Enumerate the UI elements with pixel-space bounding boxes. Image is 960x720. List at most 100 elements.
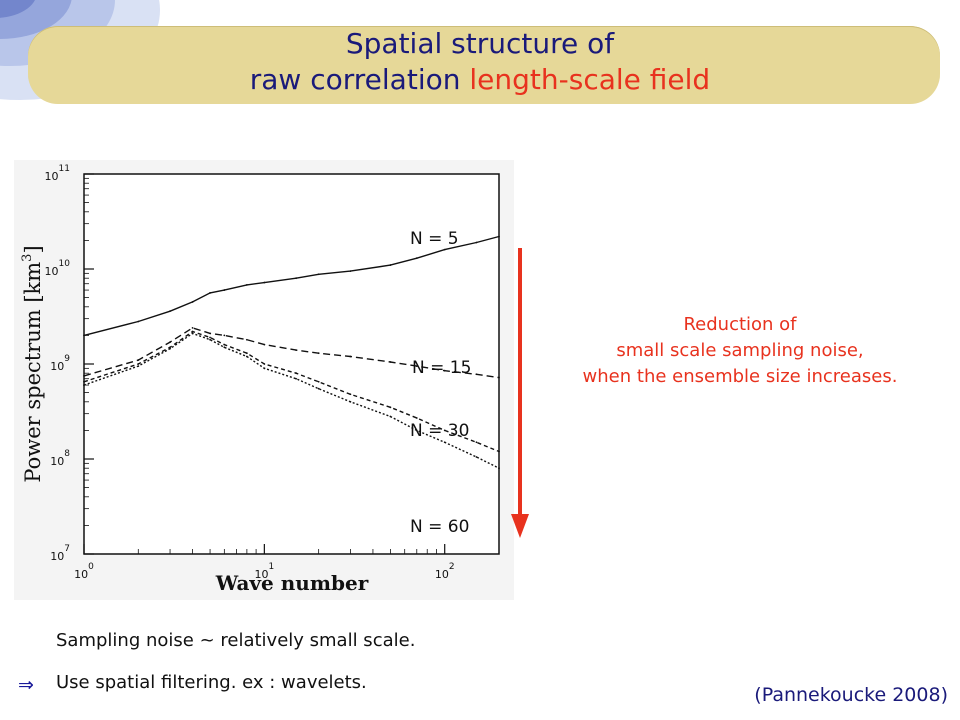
- series-label: N = 5: [410, 229, 459, 249]
- data-point: [263, 363, 266, 365]
- data-point: [209, 292, 211, 294]
- data-point: [317, 273, 320, 276]
- series-label: N = 60: [410, 517, 469, 537]
- y-tick-label: 109: [50, 354, 70, 373]
- data-point: [191, 326, 194, 329]
- y-tick-label: 107: [50, 544, 70, 563]
- annotation-line-2: small scale sampling noise,: [616, 340, 864, 361]
- data-point: [389, 406, 392, 409]
- data-point: [475, 456, 478, 458]
- implies-icon: ⇒: [18, 674, 34, 696]
- data-point: [415, 417, 418, 419]
- x-tick-label: 101: [254, 562, 274, 581]
- data-point: [223, 289, 226, 291]
- data-point: [295, 372, 298, 375]
- data-point: [169, 310, 171, 313]
- note-line-2: Use spatial filtering. ex : wavelets.: [56, 672, 367, 693]
- data-point: [389, 264, 392, 266]
- y-axis-label-exponent: 3: [20, 254, 35, 262]
- data-point: [317, 380, 320, 383]
- title-banner: [28, 26, 940, 104]
- y-tick-label: 108: [50, 449, 70, 468]
- data-point: [498, 467, 500, 470]
- data-point: [349, 393, 352, 396]
- data-point: [443, 248, 446, 251]
- data-point: [443, 441, 446, 444]
- data-point: [191, 332, 194, 335]
- series-label: N = 30: [410, 421, 469, 441]
- data-point: [223, 343, 226, 346]
- data-point: [245, 352, 248, 355]
- data-point: [209, 336, 211, 339]
- data-point: [191, 330, 194, 333]
- data-point: [169, 341, 171, 344]
- series-label: N = 15: [412, 358, 471, 378]
- data-point: [389, 415, 392, 418]
- title-line-2-accent: length-scale field: [469, 63, 711, 96]
- data-point: [209, 338, 211, 341]
- y-axis-label-close: ]: [21, 245, 45, 253]
- data-point: [295, 377, 298, 380]
- data-point: [295, 349, 298, 352]
- y-axis-label: Power spectrum [km3]: [20, 245, 45, 482]
- note-line-1: Sampling noise ~ relatively small scale.: [56, 630, 416, 651]
- data-point: [475, 441, 478, 444]
- series-line-n-60: [83, 332, 500, 469]
- noise-reduction-annotation: Reduction of small scale sampling noise,…: [520, 312, 960, 390]
- data-point: [295, 277, 298, 280]
- page-title: Spatial structure of raw correlation len…: [0, 26, 960, 98]
- data-point: [209, 332, 211, 335]
- y-axis-label-text: Power spectrum [km: [21, 262, 45, 483]
- ensemble-arrow: [511, 248, 529, 538]
- y-tick-label: 1010: [45, 259, 71, 278]
- data-point: [317, 387, 320, 390]
- data-point: [263, 343, 266, 346]
- data-point: [83, 334, 85, 337]
- data-point: [191, 301, 194, 303]
- power-spectrum-chart: 107 108 109 1010 1011 100 101 102 N = 5 N = 15 N…: [14, 160, 514, 600]
- data-point: [317, 352, 320, 355]
- data-point: [498, 235, 500, 238]
- data-point: [443, 369, 446, 372]
- data-point: [169, 346, 171, 349]
- data-point: [137, 359, 140, 361]
- data-point: [245, 284, 248, 286]
- title-line-2-plain: raw correlation: [249, 63, 470, 96]
- data-point: [83, 374, 85, 377]
- data-point: [415, 365, 418, 368]
- data-point: [223, 334, 226, 337]
- data-point: [389, 361, 392, 363]
- data-point: [349, 400, 352, 403]
- data-point: [498, 376, 500, 379]
- title-line-1: Spatial structure of: [345, 27, 615, 60]
- data-point: [169, 347, 171, 350]
- data-point: [223, 346, 226, 349]
- series-line-n-15: [83, 327, 500, 379]
- title-line-2: raw correlation length-scale field: [0, 62, 960, 98]
- series-line-n-5: [83, 235, 500, 337]
- data-point: [349, 355, 352, 358]
- data-point: [443, 429, 446, 432]
- data-point: [415, 257, 418, 260]
- data-point: [137, 365, 140, 368]
- y-tick-label: 1011: [45, 164, 70, 183]
- x-tick-label: 102: [435, 562, 455, 581]
- data-point: [137, 363, 140, 365]
- plot-frame: [83, 173, 500, 555]
- x-axis-label: Wave number: [215, 571, 369, 595]
- x-tick-label: 100: [74, 562, 94, 581]
- citation: (Pannekoucke 2008): [754, 684, 948, 706]
- data-point: [83, 380, 85, 383]
- data-point: [245, 338, 248, 341]
- annotation-line-1: Reduction of: [683, 314, 797, 335]
- series-line-n-30: [83, 330, 500, 453]
- data-point: [415, 429, 418, 432]
- data-point: [475, 373, 478, 376]
- annotation-line-3: when the ensemble size increases.: [582, 366, 898, 387]
- data-point: [349, 270, 352, 273]
- data-point: [263, 281, 266, 284]
- data-point: [475, 241, 478, 244]
- data-point: [263, 367, 266, 370]
- data-point: [498, 450, 500, 453]
- data-point: [83, 384, 85, 386]
